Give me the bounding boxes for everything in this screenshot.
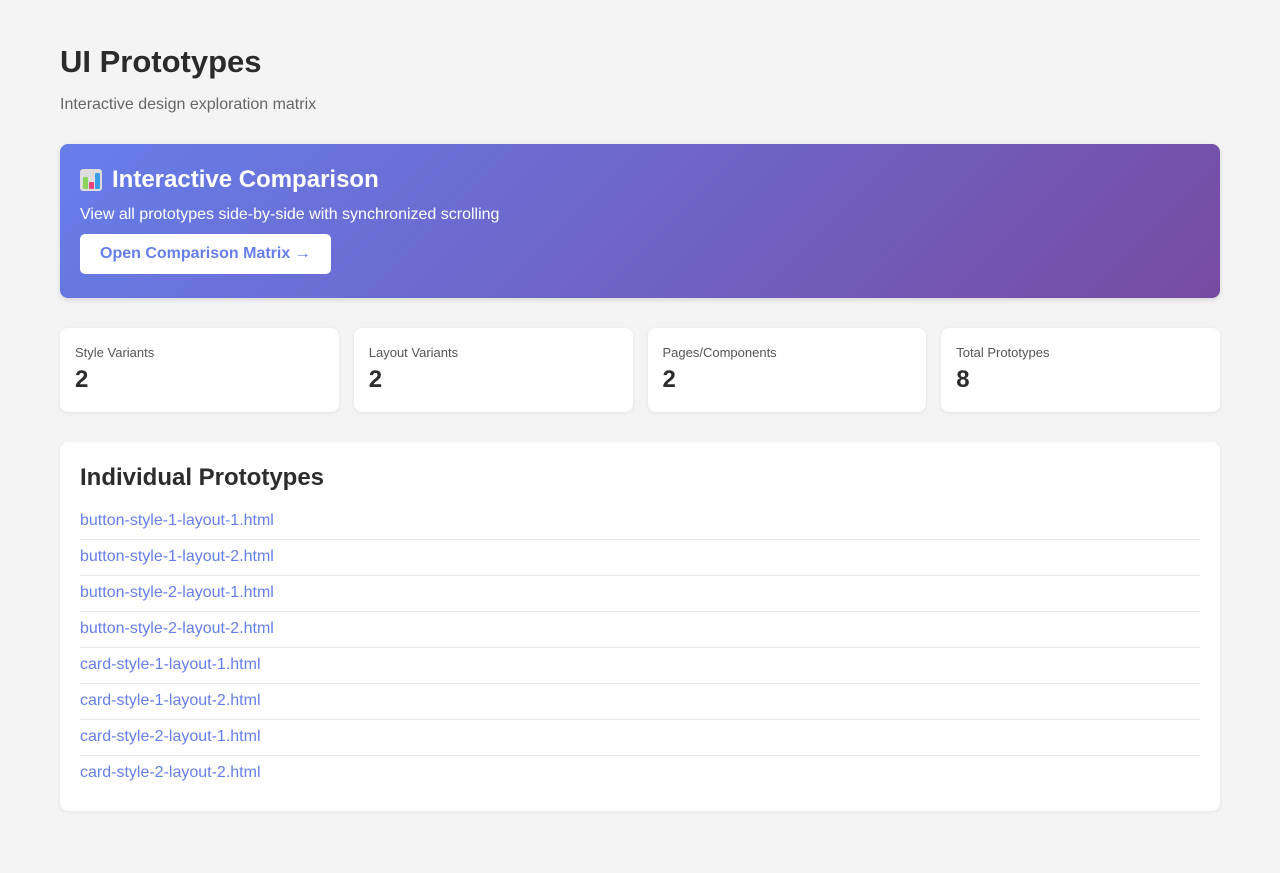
comparison-banner: Interactive Comparison View all prototyp…: [60, 144, 1220, 298]
stat-label: Style Variants: [75, 345, 155, 360]
prototype-link[interactable]: card-style-2-layout-2.html: [80, 764, 261, 781]
bar-chart-icon: [80, 169, 102, 191]
page: UI Prototypes Interactive design explora…: [60, 0, 1220, 851]
banner-heading: Interactive Comparison: [80, 166, 1200, 194]
stat-value: 2: [662, 366, 676, 393]
open-comparison-button[interactable]: Open Comparison Matrix →: [80, 234, 331, 274]
prototype-list-title: Individual Prototypes: [80, 464, 325, 491]
prototype-list: Individual Prototypes button-style-1-lay…: [60, 442, 1220, 811]
stat-label: Total Prototypes: [956, 345, 1050, 360]
stat-value: 2: [368, 366, 383, 393]
banner-title: Interactive Comparison: [112, 166, 379, 193]
prototype-link[interactable]: button-style-2-layout-2.html: [80, 612, 1200, 648]
stat-label: Pages/Components: [662, 345, 777, 360]
prototype-link[interactable]: button-style-2-layout-1.html: [80, 576, 1200, 612]
page-title: UI Prototypes: [60, 44, 262, 79]
prototype-link[interactable]: card-style-2-layout-1.html: [80, 720, 1200, 756]
stat-label: Layout Variants: [368, 345, 459, 360]
stat-card-layout-variants: Layout Variants 2: [353, 328, 633, 412]
stat-value: 8: [956, 366, 970, 393]
stat-card-pages-components: Pages/Components 2: [647, 328, 927, 412]
stat-value: 2: [75, 366, 89, 393]
prototype-link[interactable]: button-style-1-layout-2.html: [80, 540, 1200, 576]
banner-description: View all prototypes side-by-side with sy…: [80, 206, 500, 223]
page-subtitle: Interactive design exploration matrix: [60, 96, 317, 113]
stat-card-style-variants: Style Variants 2: [60, 328, 339, 412]
prototype-link[interactable]: card-style-1-layout-2.html: [80, 684, 1200, 720]
prototype-link[interactable]: card-style-1-layout-1.html: [80, 648, 1200, 684]
prototype-link[interactable]: button-style-1-layout-1.html: [80, 504, 1200, 540]
stat-card-total-prototypes: Total Prototypes 8: [941, 328, 1220, 412]
stats-row: Style Variants 2 Layout Variants 2 Pages/C…: [60, 328, 1220, 412]
